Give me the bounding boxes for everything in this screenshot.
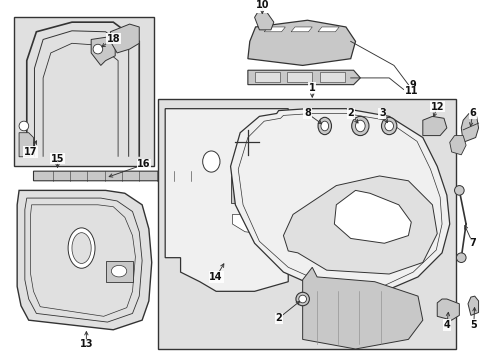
Polygon shape (17, 190, 151, 330)
Polygon shape (302, 267, 422, 349)
Polygon shape (19, 133, 34, 157)
Text: 13: 13 (80, 339, 93, 349)
Polygon shape (460, 113, 478, 142)
Text: 17: 17 (24, 147, 37, 157)
Polygon shape (110, 24, 139, 53)
Polygon shape (34, 171, 202, 181)
Text: 18: 18 (106, 33, 120, 44)
Ellipse shape (351, 116, 368, 136)
Bar (105, 261, 132, 282)
Polygon shape (165, 109, 287, 291)
Circle shape (19, 121, 29, 131)
Ellipse shape (295, 292, 309, 306)
Bar (230, 176, 268, 203)
Text: 14: 14 (209, 272, 223, 282)
Polygon shape (232, 215, 268, 234)
Text: 12: 12 (429, 102, 443, 112)
Polygon shape (264, 27, 285, 32)
Polygon shape (283, 176, 436, 274)
Polygon shape (436, 299, 458, 320)
Ellipse shape (384, 121, 393, 131)
Text: 7: 7 (468, 238, 475, 248)
Ellipse shape (317, 117, 331, 135)
Text: 3: 3 (378, 108, 385, 118)
Circle shape (454, 186, 463, 195)
Text: 2: 2 (275, 313, 282, 323)
Polygon shape (247, 70, 360, 85)
Text: 11: 11 (404, 86, 417, 96)
Text: 9: 9 (409, 80, 416, 90)
Polygon shape (254, 13, 273, 30)
Ellipse shape (72, 233, 91, 264)
Ellipse shape (381, 117, 396, 135)
Polygon shape (290, 27, 312, 32)
Ellipse shape (111, 265, 126, 277)
Polygon shape (467, 296, 478, 315)
Text: 1: 1 (308, 82, 315, 93)
Text: 10: 10 (255, 0, 268, 10)
Text: 8: 8 (304, 108, 310, 118)
Ellipse shape (320, 121, 328, 131)
Bar (319, 72, 344, 82)
Ellipse shape (202, 151, 220, 172)
Text: 5: 5 (469, 320, 476, 330)
Polygon shape (247, 20, 355, 66)
Circle shape (93, 44, 102, 54)
Bar (286, 72, 312, 82)
Ellipse shape (68, 228, 95, 268)
Text: 6: 6 (468, 108, 475, 118)
Bar (158, 99, 455, 349)
Polygon shape (422, 116, 446, 136)
Ellipse shape (355, 120, 365, 132)
Polygon shape (334, 190, 410, 243)
Bar (14, 17, 153, 166)
Text: 2: 2 (346, 108, 353, 118)
Text: 15: 15 (51, 154, 64, 164)
Polygon shape (317, 27, 339, 32)
Bar (254, 72, 279, 82)
Text: 4: 4 (443, 320, 449, 330)
Circle shape (455, 253, 465, 262)
Polygon shape (230, 109, 449, 291)
Polygon shape (91, 37, 115, 66)
Text: 16: 16 (137, 159, 150, 170)
Polygon shape (449, 136, 465, 155)
Ellipse shape (298, 295, 306, 303)
